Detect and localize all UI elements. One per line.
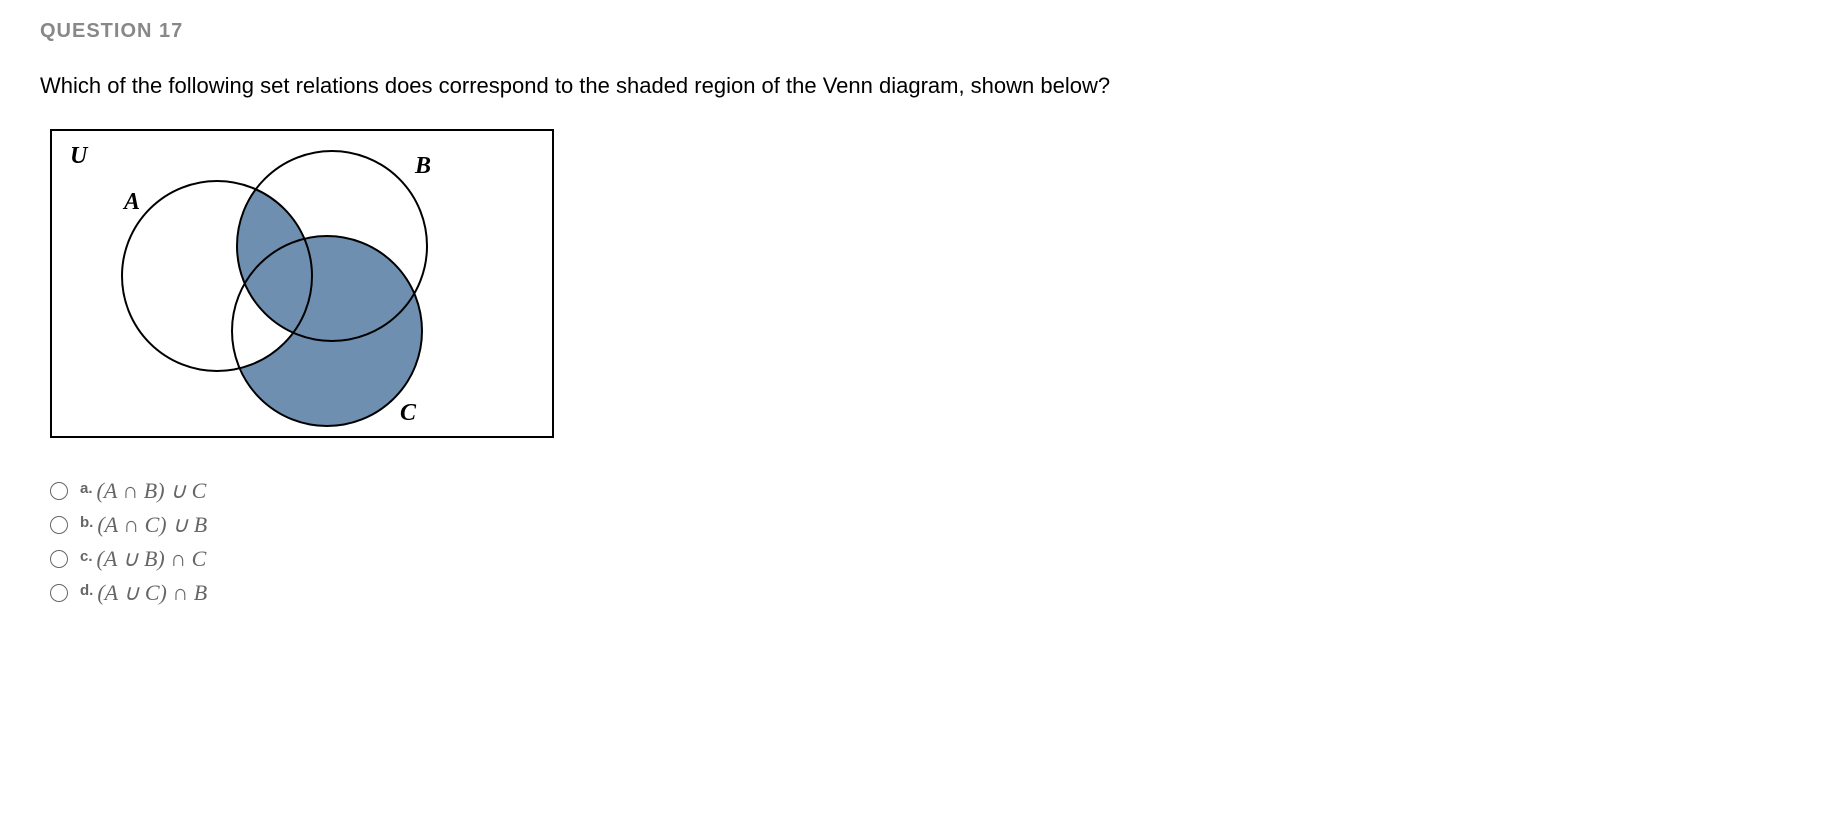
options-list: a. (A ∩ B) ∪ C b. (A ∩ C) ∪ B c. (A ∪ B)… [50,478,1784,606]
option-expression: (A ∩ B) ∪ C [97,478,207,504]
option-expression: (A ∪ C) ∩ B [97,580,207,606]
venn-diagram: U A B C [50,129,1784,438]
venn-universe-box: U A B C [50,129,554,438]
option-letter: a. [80,480,93,497]
option-d[interactable]: d. (A ∪ C) ∩ B [50,580,1784,606]
radio-icon[interactable] [50,584,68,602]
svg-text:C: C [400,400,417,426]
option-c[interactable]: c. (A ∪ B) ∩ C [50,546,1784,572]
option-b[interactable]: b. (A ∩ C) ∪ B [50,512,1784,538]
svg-text:B: B [414,153,431,179]
radio-icon[interactable] [50,482,68,500]
option-letter: d. [80,582,93,599]
svg-text:U: U [70,143,89,169]
option-letter: c. [80,548,93,565]
radio-icon[interactable] [50,550,68,568]
option-letter: b. [80,514,93,531]
svg-text:A: A [122,189,140,215]
venn-svg: U A B C [52,131,552,431]
option-expression: (A ∪ B) ∩ C [97,546,207,572]
option-expression: (A ∩ C) ∪ B [97,512,207,538]
radio-icon[interactable] [50,516,68,534]
option-a[interactable]: a. (A ∩ B) ∪ C [50,478,1784,504]
question-header: QUESTION 17 [40,20,1784,43]
question-prompt: Which of the following set relations doe… [40,73,1784,99]
